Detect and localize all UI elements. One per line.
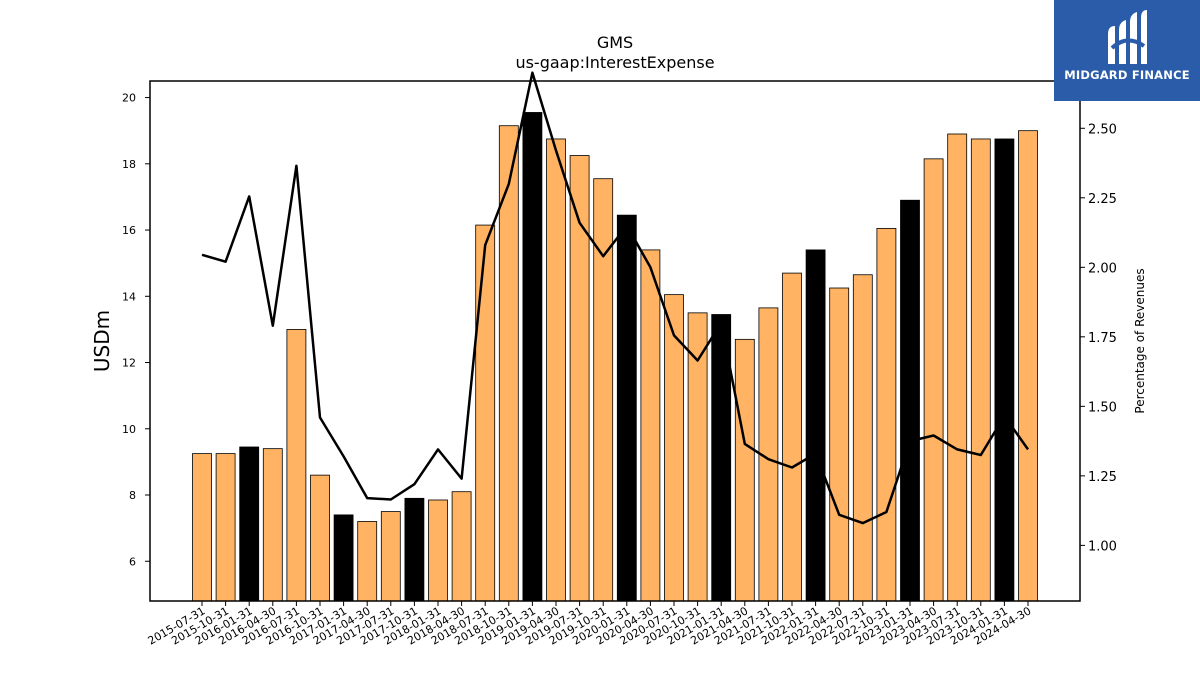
- bar-2017-04-30: [357, 521, 378, 602]
- bar-2023-04-30: [923, 158, 944, 602]
- left-y-tick-label: 14: [122, 290, 136, 303]
- left-y-tick-label: 10: [122, 423, 136, 436]
- bar-2018-04-30: [451, 491, 472, 602]
- bar-2017-07-31: [380, 511, 401, 602]
- bar-2023-01-31: [900, 199, 920, 602]
- bar-2022-10-31: [876, 227, 897, 602]
- bar-2015-07-31: [192, 453, 212, 602]
- logo-text: MIDGARD FINANCE: [1064, 68, 1190, 82]
- bar-2018-01-31: [428, 499, 448, 602]
- bar-2020-01-31: [616, 214, 637, 602]
- bar-2019-01-31: [522, 112, 543, 602]
- left-y-tick-label: 18: [122, 158, 136, 171]
- bar-2020-10-31: [687, 312, 708, 602]
- left-y-tick-label: 20: [122, 92, 136, 105]
- right-y-tick-label: 1.75: [1088, 331, 1117, 346]
- bar-2019-04-30: [546, 138, 566, 602]
- bar-2015-10-31: [215, 453, 236, 602]
- chart-subtitle: us-gaap:InterestExpense: [515, 53, 714, 72]
- right-y-tick-label: 2.50: [1088, 122, 1117, 137]
- bar-2020-07-31: [664, 294, 684, 602]
- bar-2024-04-30: [1018, 130, 1038, 602]
- right-y-tick-label: 1.25: [1088, 470, 1117, 485]
- bar-2022-04-30: [829, 287, 850, 602]
- bar-2020-04-30: [640, 249, 661, 602]
- midgard-finance-logo: MIDGARD FINANCE: [1054, 0, 1200, 101]
- chart-title: GMS: [597, 33, 633, 52]
- bar-2018-10-31: [498, 125, 519, 602]
- bar-2017-01-31: [333, 514, 354, 602]
- right-y-axis-label: Percentage of Revenues: [1133, 268, 1147, 413]
- left-y-tick-label: 12: [122, 357, 136, 370]
- bar-2023-07-31: [947, 133, 968, 602]
- left-y-axis: 6 8 10 12 14 16 18 20: [122, 92, 150, 568]
- bar-2021-04-30: [734, 338, 755, 602]
- x-axis: 2015-07-312015-10-312016-01-312016-04-30…: [146, 601, 1034, 648]
- right-y-tick-label: 2.00: [1088, 261, 1117, 276]
- bar-2017-10-31: [404, 497, 425, 602]
- bar-2023-10-31: [970, 138, 991, 602]
- bar-series: [192, 112, 1038, 602]
- bar-2018-07-31: [475, 224, 496, 602]
- right-y-tick-label: 1.00: [1088, 539, 1117, 554]
- revenue-percentage-line: [201, 71, 1030, 525]
- bar-2019-10-31: [593, 178, 614, 602]
- bar-2016-01-31: [239, 446, 260, 602]
- bar-2024-01-31: [994, 138, 1015, 602]
- bar-2016-07-31: [286, 329, 307, 602]
- bar-2016-04-30: [262, 448, 283, 602]
- right-y-tick-label: 1.50: [1088, 400, 1117, 415]
- left-y-tick-label: 16: [122, 224, 136, 237]
- left-y-axis-label: USDm: [90, 310, 114, 372]
- midgard-m-logo-icon: [1108, 10, 1147, 64]
- plot-frame: [149, 80, 1081, 602]
- left-y-tick-label: 6: [129, 555, 136, 568]
- right-y-axis: 1.00 1.25 1.50 1.75 2.00 2.25 2.50: [1080, 122, 1117, 554]
- bar-2022-07-31: [852, 274, 873, 602]
- bar-2016-10-31: [310, 474, 330, 602]
- bar-2022-01-31: [805, 249, 826, 602]
- right-y-tick-label: 2.25: [1088, 192, 1117, 207]
- left-y-tick-label: 8: [129, 489, 136, 502]
- bar-2021-10-31: [782, 272, 802, 602]
